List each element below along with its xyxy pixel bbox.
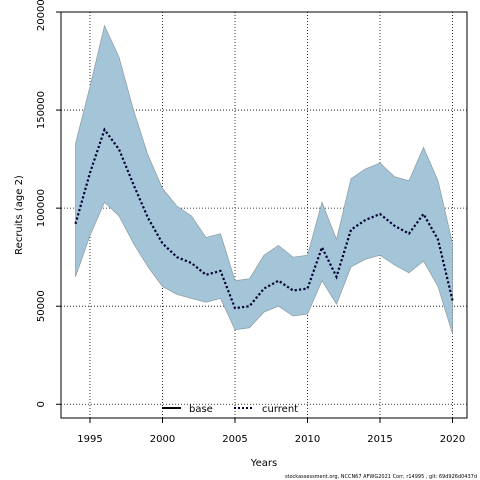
- footnote: stockassessment.org, NCCN67 AFWG2021 Cor…: [285, 474, 477, 480]
- series-line-current: [74, 127, 454, 310]
- legend-current-label: current: [262, 404, 298, 415]
- x-tick-label: 1995: [77, 434, 102, 445]
- confidence-band: [75, 24, 453, 334]
- plot-frame: [60, 11, 468, 419]
- y-tick-label: 100000: [36, 189, 47, 227]
- y-axis-title: Recruits (age 2): [14, 175, 25, 255]
- y-tick-label: 200000: [36, 0, 47, 31]
- y-tick-label: 150000: [36, 91, 47, 129]
- x-tick-label: 2005: [222, 434, 247, 445]
- x-tick-label: 2010: [295, 434, 320, 445]
- series-lines: [74, 127, 454, 310]
- x-tick-label: 2015: [367, 434, 392, 445]
- legend-base-label: base: [189, 404, 213, 415]
- x-tick-label: 2000: [150, 434, 175, 445]
- confidence-band-area: [75, 24, 453, 334]
- y-tick-label: 50000: [36, 290, 47, 322]
- x-tick-label: 2020: [440, 434, 465, 445]
- x-axis-title: Years: [250, 458, 277, 469]
- axis-ticks: 1995 2000 2005 2010 2015 2020 0 50000 100000 1500…: [36, 0, 465, 445]
- y-tick-label: 0: [36, 401, 47, 407]
- legend: base current: [162, 404, 298, 415]
